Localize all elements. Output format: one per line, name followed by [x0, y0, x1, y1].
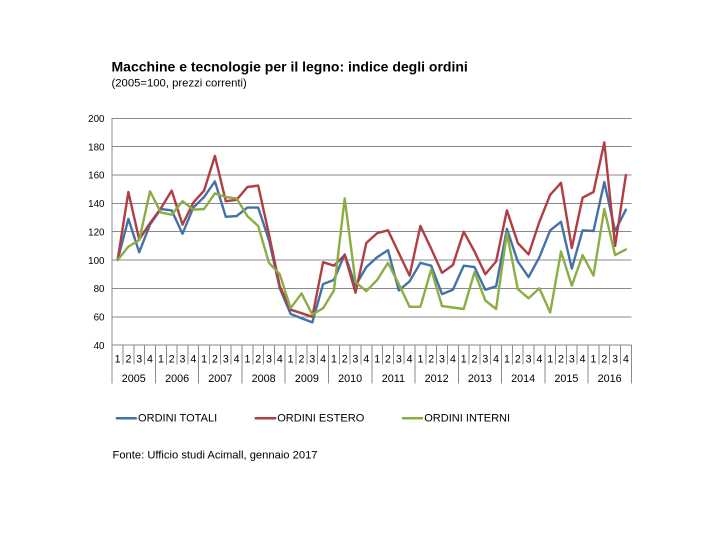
svg-text:Macchine e tecnologie per il l: Macchine e tecnologie per il legno: indi… — [112, 59, 468, 75]
svg-text:2: 2 — [515, 353, 521, 365]
svg-text:2: 2 — [428, 353, 434, 365]
svg-text:2007: 2007 — [208, 373, 232, 385]
svg-text:1: 1 — [417, 353, 423, 365]
svg-text:2005: 2005 — [122, 373, 146, 385]
svg-text:3: 3 — [309, 353, 315, 365]
svg-text:4: 4 — [147, 353, 153, 365]
svg-text:3: 3 — [136, 353, 142, 365]
svg-text:ORDINI INTERNI: ORDINI INTERNI — [424, 413, 510, 425]
svg-text:ORDINI TOTALI: ORDINI TOTALI — [138, 413, 217, 425]
svg-text:3: 3 — [266, 353, 272, 365]
svg-text:4: 4 — [580, 353, 586, 365]
svg-text:3: 3 — [180, 353, 186, 365]
svg-text:2015: 2015 — [554, 373, 578, 385]
svg-text:120: 120 — [88, 227, 105, 238]
svg-text:3: 3 — [569, 353, 575, 365]
svg-text:1: 1 — [288, 353, 294, 365]
svg-text:2013: 2013 — [468, 373, 492, 385]
svg-text:140: 140 — [88, 199, 105, 210]
svg-text:3: 3 — [612, 353, 618, 365]
svg-text:1: 1 — [547, 353, 553, 365]
svg-text:2014: 2014 — [511, 373, 535, 385]
svg-text:2: 2 — [299, 353, 305, 365]
svg-text:1: 1 — [504, 353, 510, 365]
svg-text:3: 3 — [439, 353, 445, 365]
svg-text:1: 1 — [115, 353, 121, 365]
svg-text:3: 3 — [482, 353, 488, 365]
svg-text:1: 1 — [201, 353, 207, 365]
svg-text:4: 4 — [320, 353, 326, 365]
svg-text:2006: 2006 — [165, 373, 189, 385]
svg-text:4: 4 — [623, 353, 629, 365]
svg-text:1: 1 — [461, 353, 467, 365]
svg-text:2012: 2012 — [425, 373, 449, 385]
svg-text:2: 2 — [601, 353, 607, 365]
svg-text:1: 1 — [331, 353, 337, 365]
svg-text:4: 4 — [450, 353, 456, 365]
svg-text:40: 40 — [94, 341, 105, 352]
svg-text:3: 3 — [526, 353, 532, 365]
svg-text:4: 4 — [234, 353, 240, 365]
svg-text:2008: 2008 — [252, 373, 276, 385]
svg-text:2: 2 — [125, 353, 131, 365]
svg-text:200: 200 — [88, 114, 105, 125]
svg-text:2009: 2009 — [295, 373, 319, 385]
svg-text:4: 4 — [407, 353, 413, 365]
svg-text:2016: 2016 — [598, 373, 622, 385]
svg-text:2: 2 — [255, 353, 261, 365]
svg-text:1: 1 — [158, 353, 164, 365]
svg-text:160: 160 — [88, 171, 105, 182]
svg-text:2: 2 — [342, 353, 348, 365]
svg-text:4: 4 — [536, 353, 542, 365]
svg-text:2: 2 — [169, 353, 175, 365]
svg-text:2: 2 — [212, 353, 218, 365]
svg-text:80: 80 — [94, 284, 105, 295]
svg-text:Fonte: Ufficio studi Acimall,: Fonte: Ufficio studi Acimall, gennaio 20… — [113, 449, 318, 461]
svg-text:2: 2 — [558, 353, 564, 365]
svg-text:4: 4 — [277, 353, 283, 365]
svg-text:2011: 2011 — [382, 373, 405, 385]
svg-text:1: 1 — [244, 353, 250, 365]
svg-text:1: 1 — [374, 353, 380, 365]
svg-text:3: 3 — [223, 353, 229, 365]
svg-text:4: 4 — [363, 353, 369, 365]
svg-text:180: 180 — [88, 142, 105, 153]
svg-text:3: 3 — [353, 353, 359, 365]
svg-text:1: 1 — [591, 353, 597, 365]
svg-text:2010: 2010 — [338, 373, 362, 385]
svg-text:2: 2 — [472, 353, 478, 365]
svg-text:2: 2 — [385, 353, 391, 365]
svg-text:100: 100 — [88, 256, 105, 267]
svg-text:4: 4 — [190, 353, 196, 365]
svg-text:3: 3 — [396, 353, 402, 365]
svg-text:(2005=100, prezzi correnti): (2005=100, prezzi correnti) — [112, 78, 248, 90]
svg-text:ORDINI ESTERO: ORDINI ESTERO — [277, 413, 365, 425]
svg-text:60: 60 — [94, 312, 105, 323]
svg-text:4: 4 — [493, 353, 499, 365]
